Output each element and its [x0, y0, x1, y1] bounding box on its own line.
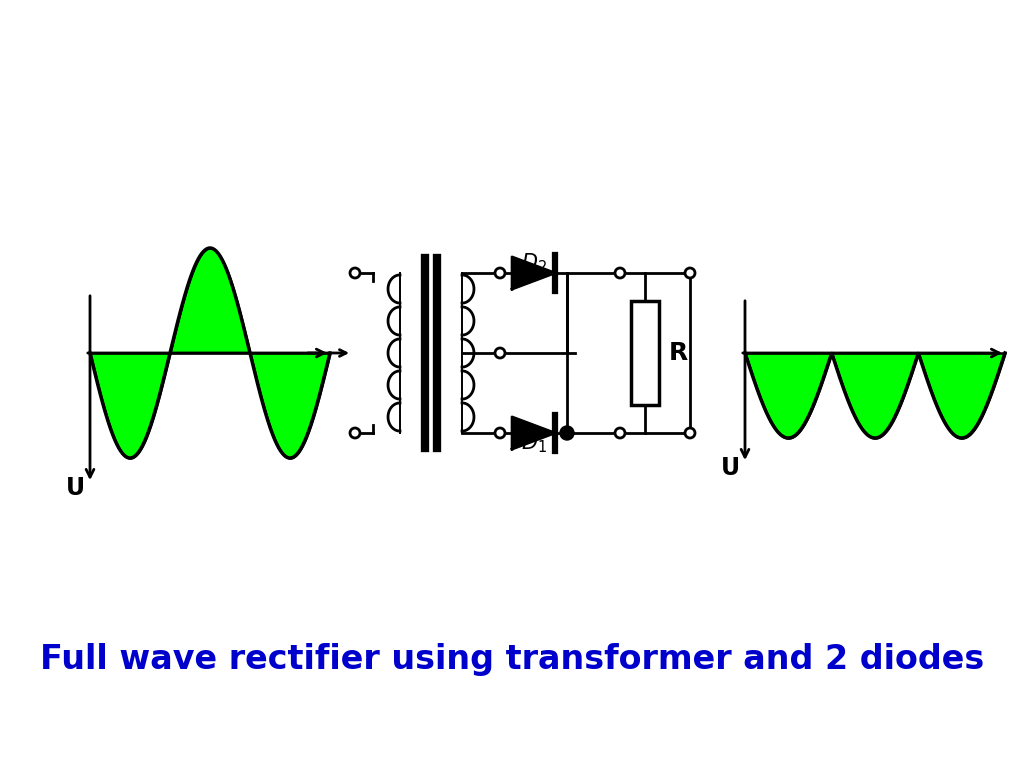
Text: Full wave rectifier using transformer and 2 diodes: Full wave rectifier using transformer an… [40, 644, 984, 677]
Bar [631, 301, 659, 405]
Circle shape [685, 428, 695, 438]
Circle shape [495, 428, 505, 438]
Circle shape [685, 268, 695, 278]
Circle shape [560, 426, 574, 440]
Polygon shape [512, 417, 555, 449]
Circle shape [350, 268, 360, 278]
Text: U: U [721, 456, 740, 480]
Circle shape [615, 268, 625, 278]
Polygon shape [512, 257, 555, 289]
Circle shape [495, 268, 505, 278]
Text: R: R [669, 341, 688, 365]
Text: $D_1$: $D_1$ [520, 432, 547, 455]
Circle shape [350, 428, 360, 438]
Text: U: U [66, 476, 85, 500]
Circle shape [615, 428, 625, 438]
Text: $D_2$: $D_2$ [520, 251, 547, 275]
Circle shape [495, 348, 505, 358]
